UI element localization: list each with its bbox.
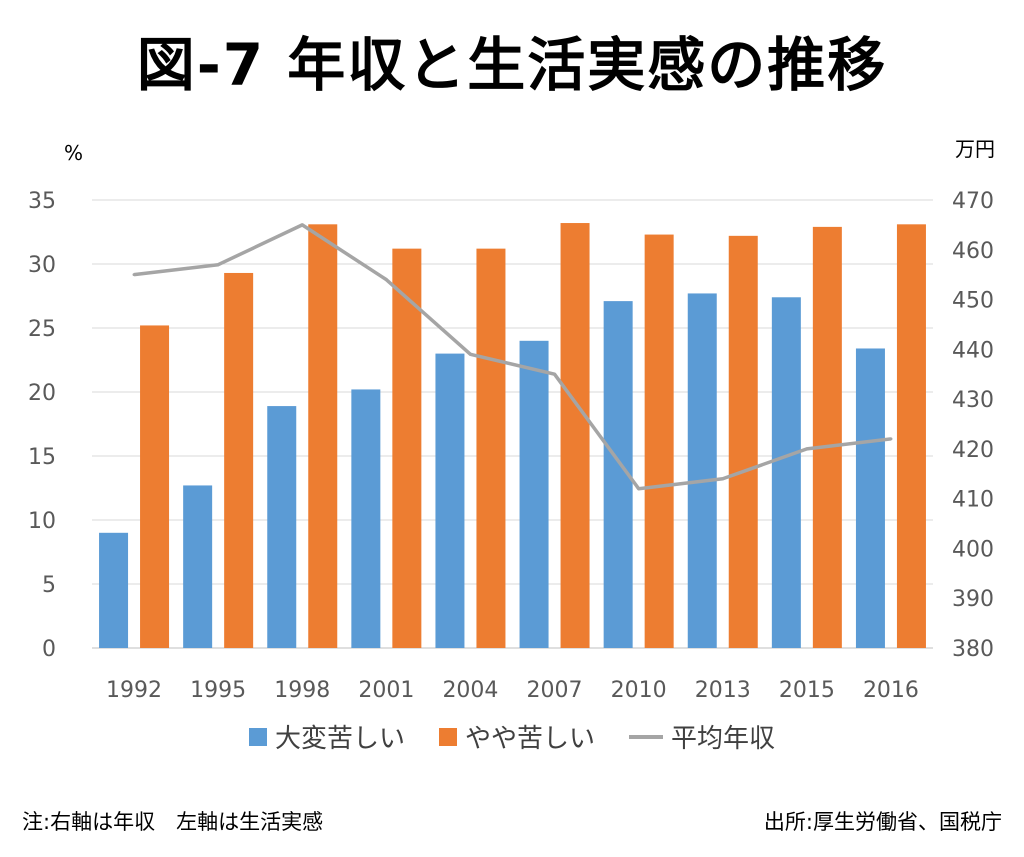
bar-yaya-kurushii: [560, 223, 590, 649]
bar-daihen-kurushii: [183, 485, 213, 648]
bar-yaya-kurushii: [644, 234, 674, 648]
right-y-tick-label: 420: [952, 438, 994, 463]
left-axis-unit: %: [64, 141, 83, 165]
x-tick-label: 2013: [695, 678, 751, 703]
x-tick-label: 2015: [779, 678, 835, 703]
bar-daihen-kurushii: [351, 389, 381, 648]
legend: 大変苦しい やや苦しい 平均年収: [0, 718, 1024, 755]
x-tick-label: 1995: [190, 678, 246, 703]
x-tick-label: 2016: [863, 678, 919, 703]
bar-daihen-kurushii: [687, 293, 717, 648]
line-point: [553, 372, 557, 376]
line-point: [132, 273, 136, 277]
legend-label: やや苦しい: [464, 724, 595, 754]
bar-daihen-kurushii: [855, 348, 885, 648]
x-tick-label: 2007: [527, 678, 583, 703]
line-point: [384, 278, 388, 282]
bar-yaya-kurushii: [728, 235, 758, 648]
bar-yaya-kurushii: [140, 325, 170, 648]
bar-yaya-kurushii: [392, 248, 422, 648]
left-y-tick-label: 30: [28, 253, 56, 278]
legend-swatch-orange: [438, 727, 457, 746]
legend-item-series1: 大変苦しい: [248, 718, 405, 755]
x-tick-label: 2004: [442, 678, 498, 703]
line-average-income: [133, 223, 892, 491]
right-y-tick-label: 390: [952, 587, 994, 612]
line-point: [805, 447, 809, 451]
x-tick-label: 2010: [611, 678, 667, 703]
right-y-tick-label: 440: [952, 338, 994, 363]
left-y-tick-label: 15: [28, 445, 56, 470]
bar-yaya-kurushii: [224, 272, 254, 648]
bar-daihen-kurushii: [519, 340, 549, 648]
line-point: [889, 437, 893, 441]
right-y-tick-label: 400: [952, 537, 994, 562]
right-y-tick-label: 450: [952, 289, 994, 314]
left-y-tick-label: 25: [28, 317, 56, 342]
x-tick-label: 1998: [274, 678, 330, 703]
line-point: [468, 352, 472, 356]
legend-swatch-gray-line: [629, 734, 663, 739]
bar-daihen-kurushii: [771, 297, 801, 648]
right-y-tick-label: 410: [952, 488, 994, 513]
right-axis-unit: 万円: [955, 137, 995, 161]
bar-daihen-kurushii: [99, 532, 129, 648]
right-y-tick-label: 430: [952, 388, 994, 413]
legend-item-series3: 平均年収: [629, 718, 775, 755]
bar-daihen-kurushii: [267, 406, 297, 648]
line-point: [216, 263, 220, 267]
bar-yaya-kurushii: [476, 248, 506, 648]
right-y-tick-label: 380: [952, 637, 994, 662]
bar-daihen-kurushii: [435, 353, 465, 648]
legend-label: 平均年収: [671, 724, 776, 754]
chart-title: 図-7 年収と生活実感の推移: [136, 31, 888, 99]
right-y-tick-label: 470: [952, 189, 994, 214]
footnote: 注:右軸は年収 左軸は生活実感: [22, 810, 324, 834]
legend-swatch-blue: [248, 727, 267, 746]
x-tick-label: 1992: [106, 678, 162, 703]
left-y-tick-label: 0: [42, 637, 56, 662]
line-point: [721, 477, 725, 481]
line-point: [300, 223, 304, 227]
source-note: 出所:厚生労働省、国税庁: [763, 810, 1002, 834]
bar-yaya-kurushii: [308, 224, 338, 648]
left-y-tick-label: 10: [28, 509, 56, 534]
bar-yaya-kurushii: [812, 226, 842, 648]
right-y-tick-label: 460: [952, 239, 994, 264]
x-tick-label: 2001: [358, 678, 414, 703]
left-y-tick-label: 35: [28, 189, 56, 214]
bar-yaya-kurushii: [896, 224, 926, 648]
line-point: [637, 487, 641, 491]
legend-item-series2: やや苦しい: [438, 718, 595, 755]
legend-label: 大変苦しい: [274, 724, 405, 754]
left-y-tick-label: 5: [42, 573, 56, 598]
left-y-tick-label: 20: [28, 381, 56, 406]
